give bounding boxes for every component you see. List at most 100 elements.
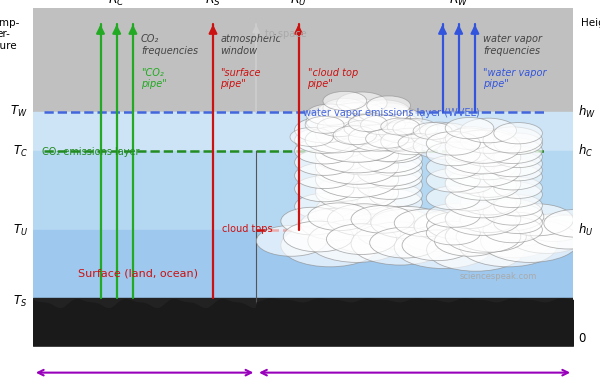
Ellipse shape xyxy=(427,212,490,239)
Bar xyxy=(33,230,573,298)
Ellipse shape xyxy=(367,103,410,122)
Ellipse shape xyxy=(483,127,542,153)
Ellipse shape xyxy=(369,128,422,151)
Ellipse shape xyxy=(381,128,441,155)
Ellipse shape xyxy=(445,185,521,218)
Ellipse shape xyxy=(316,115,398,152)
Ellipse shape xyxy=(316,134,369,157)
Bar xyxy=(33,111,573,151)
Ellipse shape xyxy=(460,155,517,180)
Ellipse shape xyxy=(335,124,383,145)
Ellipse shape xyxy=(419,122,458,139)
Ellipse shape xyxy=(452,126,491,144)
Ellipse shape xyxy=(427,228,525,271)
Ellipse shape xyxy=(332,161,394,188)
Ellipse shape xyxy=(349,125,409,151)
Ellipse shape xyxy=(295,149,354,175)
Ellipse shape xyxy=(369,166,422,189)
Ellipse shape xyxy=(481,219,579,262)
Ellipse shape xyxy=(494,146,542,167)
Text: $T_C$: $T_C$ xyxy=(13,144,28,159)
Text: cloud tops: cloud tops xyxy=(222,224,272,234)
Text: "water vapor
pipe": "water vapor pipe" xyxy=(483,68,547,89)
Text: $R_S$: $R_S$ xyxy=(205,0,221,8)
Ellipse shape xyxy=(323,103,391,132)
Ellipse shape xyxy=(295,127,354,153)
Ellipse shape xyxy=(357,215,434,249)
Ellipse shape xyxy=(387,119,426,136)
Ellipse shape xyxy=(316,147,369,170)
Ellipse shape xyxy=(460,190,517,215)
Ellipse shape xyxy=(316,192,398,228)
Ellipse shape xyxy=(332,201,394,228)
Ellipse shape xyxy=(357,171,422,199)
Text: atmospheric
window: atmospheric window xyxy=(220,34,281,56)
Ellipse shape xyxy=(483,199,542,225)
Ellipse shape xyxy=(443,221,521,255)
Text: to space: to space xyxy=(265,29,307,39)
Ellipse shape xyxy=(332,113,394,140)
Ellipse shape xyxy=(398,134,441,152)
Ellipse shape xyxy=(483,217,542,243)
Text: $R_W$: $R_W$ xyxy=(449,0,469,8)
Ellipse shape xyxy=(494,195,542,216)
Text: $R_U$: $R_U$ xyxy=(290,0,307,8)
Ellipse shape xyxy=(337,99,387,121)
Ellipse shape xyxy=(328,204,401,236)
Ellipse shape xyxy=(460,208,517,233)
Bar xyxy=(33,8,573,111)
Ellipse shape xyxy=(305,116,344,133)
Ellipse shape xyxy=(316,214,398,250)
Ellipse shape xyxy=(332,102,394,129)
Text: sciencespeak.com: sciencespeak.com xyxy=(460,271,537,281)
Ellipse shape xyxy=(369,107,422,130)
Ellipse shape xyxy=(522,214,586,242)
Ellipse shape xyxy=(414,210,487,242)
Bar xyxy=(33,151,573,230)
Ellipse shape xyxy=(281,207,344,235)
Ellipse shape xyxy=(370,227,440,258)
Ellipse shape xyxy=(479,208,552,240)
Ellipse shape xyxy=(494,177,542,199)
Ellipse shape xyxy=(256,225,326,256)
Ellipse shape xyxy=(357,133,422,162)
Ellipse shape xyxy=(326,224,397,255)
Ellipse shape xyxy=(295,117,354,143)
Ellipse shape xyxy=(369,118,422,141)
Ellipse shape xyxy=(295,215,354,242)
Ellipse shape xyxy=(500,204,574,236)
Ellipse shape xyxy=(494,159,542,181)
Ellipse shape xyxy=(317,117,362,137)
Ellipse shape xyxy=(457,216,521,243)
Ellipse shape xyxy=(490,218,553,246)
Ellipse shape xyxy=(413,122,452,139)
Ellipse shape xyxy=(483,182,542,207)
Ellipse shape xyxy=(426,155,481,179)
Ellipse shape xyxy=(316,136,398,173)
Ellipse shape xyxy=(301,208,374,240)
Ellipse shape xyxy=(369,184,422,207)
Ellipse shape xyxy=(369,139,422,163)
Ellipse shape xyxy=(434,225,505,256)
Ellipse shape xyxy=(426,186,481,210)
Ellipse shape xyxy=(445,220,521,253)
Text: $0$: $0$ xyxy=(578,332,587,345)
Ellipse shape xyxy=(367,96,410,115)
Ellipse shape xyxy=(379,122,426,143)
Ellipse shape xyxy=(306,104,355,125)
Ellipse shape xyxy=(530,215,600,249)
Ellipse shape xyxy=(445,167,521,200)
Text: $h_C$: $h_C$ xyxy=(578,143,593,159)
Ellipse shape xyxy=(308,203,371,230)
Ellipse shape xyxy=(371,209,434,237)
Ellipse shape xyxy=(332,179,394,206)
Ellipse shape xyxy=(349,114,387,132)
Ellipse shape xyxy=(357,107,410,130)
Ellipse shape xyxy=(323,91,367,111)
Ellipse shape xyxy=(426,169,481,192)
Ellipse shape xyxy=(290,127,333,146)
Ellipse shape xyxy=(330,220,407,253)
Ellipse shape xyxy=(305,126,365,153)
Ellipse shape xyxy=(445,141,521,174)
Ellipse shape xyxy=(333,126,376,145)
